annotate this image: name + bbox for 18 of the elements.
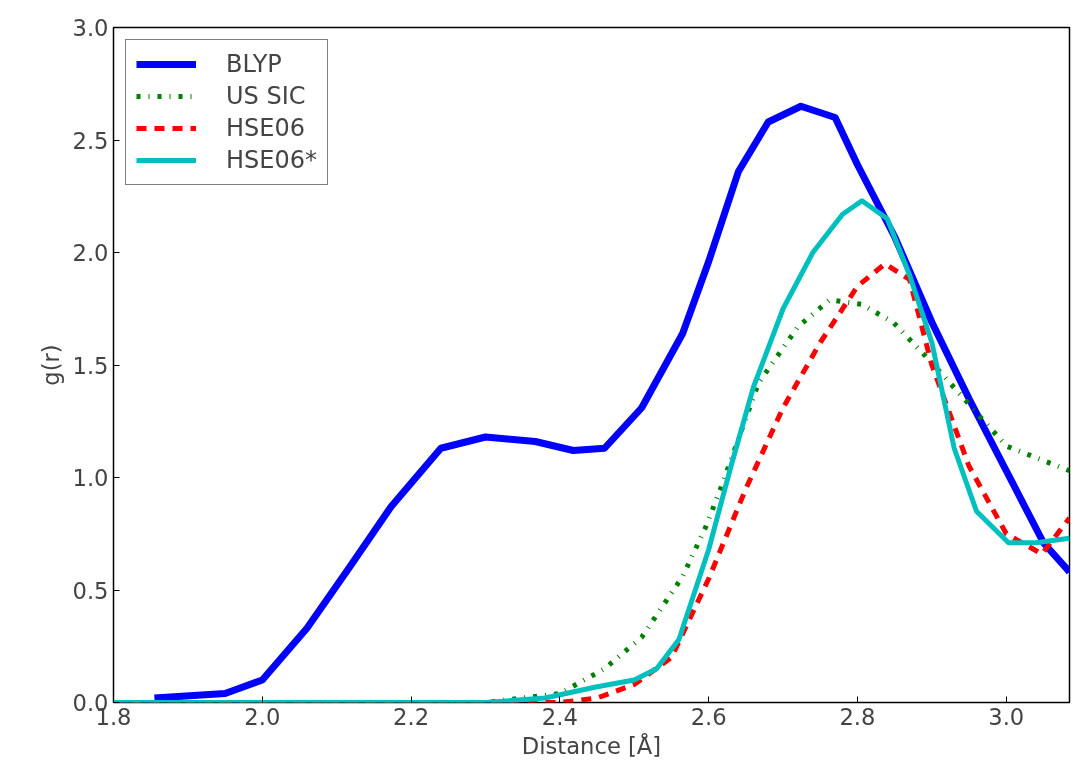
legend-label: HSE06* xyxy=(226,146,317,174)
y-tick-label: 2.0 xyxy=(72,240,109,266)
x-tick-label: 2.2 xyxy=(393,703,430,730)
y-tick-label: 2.5 xyxy=(72,127,109,154)
y-tick-label: 1.5 xyxy=(72,352,109,379)
x-tick-label: 2.8 xyxy=(839,703,876,730)
x-tick-label: 2.6 xyxy=(690,703,727,730)
y-tick-label: 1.0 xyxy=(72,465,109,491)
y-tick-label: 3.0 xyxy=(72,15,109,41)
x-tick-label: 2.4 xyxy=(541,703,578,730)
legend-label: HSE06 xyxy=(226,114,305,142)
x-tick-label: 3.0 xyxy=(988,703,1025,730)
x-axis-title: Distance [Å] xyxy=(521,731,662,759)
legend-label: US SIC xyxy=(226,82,306,110)
legend-label: BLYP xyxy=(226,50,282,78)
y-axis-title: g(r) xyxy=(38,344,65,386)
x-tick-label: 2.0 xyxy=(244,703,281,730)
y-tick-label: 0.5 xyxy=(72,577,109,604)
